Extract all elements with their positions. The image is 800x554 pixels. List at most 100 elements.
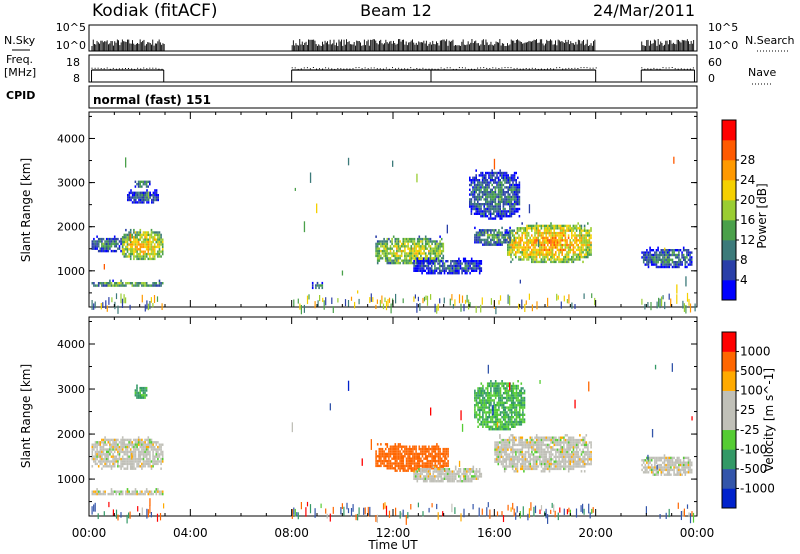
colorbar-swatch bbox=[722, 410, 736, 431]
heatmap-region bbox=[413, 257, 483, 275]
x-tick-label: 08:00 bbox=[274, 526, 309, 540]
x-tick-label: 00:00 bbox=[72, 526, 107, 540]
velocity-colorbar: 1000 500 100 25 -25 -100 -500 -1000 bbox=[721, 331, 775, 509]
power-colorbar: 4 8 12 16 20 24 28 bbox=[721, 119, 755, 301]
velocity-panel: 1000 2000 3000 4000 Slant Range [km] 1000 50… bbox=[19, 316, 776, 525]
colorbar-tick-label: -500 bbox=[740, 462, 767, 476]
colorbar-tick-label: -1000 bbox=[740, 481, 775, 495]
heatmap-region bbox=[91, 436, 164, 470]
colorbar-swatch bbox=[722, 468, 736, 489]
y-tick-label: 3000 bbox=[57, 383, 85, 396]
x-tick-label: 00:00 bbox=[680, 526, 715, 540]
heatmap-region bbox=[91, 279, 164, 287]
heatmap-region bbox=[134, 180, 151, 188]
nsearch-tick-bottom: 10^0 bbox=[708, 39, 738, 52]
heatmap-region bbox=[507, 222, 592, 264]
x-tick-label: 12:00 bbox=[376, 526, 411, 540]
y-tick-label: 2000 bbox=[57, 428, 85, 441]
colorbar-swatch bbox=[722, 180, 736, 201]
heatmap-region bbox=[91, 488, 164, 496]
power-heatmap bbox=[91, 156, 696, 315]
nave-label: Nave bbox=[748, 66, 776, 79]
freq-label-1: Freq. bbox=[6, 53, 33, 66]
heatmap-region bbox=[474, 226, 511, 246]
y-tick-label: 1000 bbox=[57, 265, 85, 278]
nsearch-label: N.Search bbox=[745, 34, 795, 47]
colorbar-swatch bbox=[722, 120, 736, 141]
colorbar-swatch bbox=[722, 429, 736, 450]
site-title: Kodiak (fitACF) bbox=[92, 1, 218, 21]
colorbar-tick-label: 12 bbox=[740, 233, 755, 247]
freq-label-2: [MHz] bbox=[4, 66, 36, 79]
y-tick-label: 1000 bbox=[57, 473, 85, 486]
colorbar-swatch bbox=[722, 332, 736, 352]
y-tick-label: 3000 bbox=[57, 177, 85, 190]
heatmap-region bbox=[494, 434, 592, 473]
colorbar-swatch bbox=[722, 488, 736, 509]
heatmap-scatter bbox=[91, 156, 696, 315]
colorbar-tick-label: 8 bbox=[740, 253, 748, 267]
heatmap-region bbox=[469, 169, 521, 220]
colorbar-tick-label: 1000 bbox=[740, 345, 771, 359]
heatmap-region bbox=[641, 454, 693, 476]
colorbar-swatch bbox=[722, 260, 736, 281]
heatmap-region bbox=[127, 189, 159, 204]
cpid-label: CPID bbox=[6, 89, 35, 102]
colorbar-tick-label: -100 bbox=[740, 442, 767, 456]
heatmap-region bbox=[311, 281, 324, 290]
y-tick-label: 4000 bbox=[57, 132, 85, 145]
freq-tick-top: 18 bbox=[66, 56, 80, 69]
velocity-heatmap bbox=[91, 363, 695, 525]
power-plot-frame bbox=[88, 111, 698, 308]
power-colorbar-label: Power [dB] bbox=[755, 183, 769, 248]
colorbar-swatch bbox=[722, 351, 736, 372]
heatmap-region bbox=[375, 443, 449, 472]
colorbar-tick-label: 4 bbox=[740, 273, 748, 287]
colorbar-tick-label: 28 bbox=[740, 153, 755, 167]
freq-panel: Freq. [MHz] 18 8 60 0 Nave bbox=[4, 53, 776, 85]
nsearch-tick-top: 10^5 bbox=[708, 21, 738, 34]
colorbar-swatch bbox=[722, 240, 736, 261]
colorbar-tick-label: 100 bbox=[740, 384, 763, 398]
heatmap-region bbox=[474, 380, 526, 431]
cpid-value: normal (fast) 151 bbox=[93, 93, 211, 107]
colorbar-tick-label: -25 bbox=[740, 423, 760, 437]
x-tick-label: 16:00 bbox=[477, 526, 512, 540]
date-title: 24/Mar/2011 bbox=[593, 1, 695, 20]
cpid-panel: CPID normal (fast) 151 bbox=[6, 85, 698, 109]
heatmap-region bbox=[375, 235, 445, 265]
freq-tick-bottom: 8 bbox=[73, 72, 80, 85]
time-axis: 00:00 04:00 08:00 12:00 16:00 20:00 00:00 bbox=[72, 526, 715, 540]
colorbar-swatch bbox=[722, 371, 736, 391]
colorbar-tick-label: 16 bbox=[740, 213, 755, 227]
colorbar-swatch bbox=[722, 390, 736, 411]
nsky-tick-top: 10^5 bbox=[56, 21, 86, 34]
heatmap-region bbox=[413, 465, 483, 483]
x-tick-label: 20:00 bbox=[578, 526, 613, 540]
colorbar-tick-label: 25 bbox=[740, 403, 755, 417]
y-tick-label: 4000 bbox=[57, 338, 85, 351]
nave-tick-top: 60 bbox=[708, 56, 722, 69]
heatmap-region bbox=[91, 235, 124, 253]
velocity-plot-frame bbox=[88, 316, 698, 517]
colorbar-tick-label: 24 bbox=[740, 173, 755, 187]
colorbar-swatch bbox=[722, 200, 736, 221]
colorbar-tick-label: 500 bbox=[740, 364, 763, 378]
heatmap-scatter bbox=[91, 363, 695, 525]
nsky-label: N.Sky bbox=[4, 34, 36, 47]
nave-tick-bottom: 0 bbox=[708, 72, 715, 85]
colorbar-swatch bbox=[722, 449, 736, 470]
velocity-colorbar-label: Velocity [m s^-1] bbox=[762, 368, 776, 472]
power-panel: 1000 2000 3000 4000 Slant Range [km] 4 8 12 16… bbox=[19, 111, 769, 315]
y-tick-label: 2000 bbox=[57, 221, 85, 234]
colorbar-tick-label: 20 bbox=[740, 193, 755, 207]
nsky-panel: N.Sky 10^5 10^0 10^5 10^0 N.Search bbox=[4, 21, 795, 52]
power-ylabel: Slant Range [km] bbox=[19, 158, 33, 262]
heatmap-region bbox=[134, 384, 148, 399]
velocity-ylabel: Slant Range [km] bbox=[19, 364, 33, 468]
colorbar-swatch bbox=[722, 140, 736, 161]
colorbar-swatch bbox=[722, 220, 736, 241]
colorbar-swatch bbox=[722, 160, 736, 181]
heatmap-region bbox=[121, 228, 164, 261]
